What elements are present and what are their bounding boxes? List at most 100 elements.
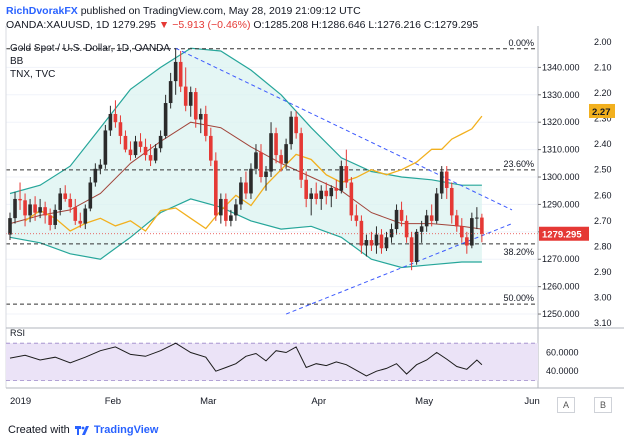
rsi-line <box>9 342 483 377</box>
candle-body <box>414 231 419 262</box>
candle-body <box>259 152 263 178</box>
candle-body <box>193 92 198 120</box>
candle-body <box>309 193 313 199</box>
candle-body <box>374 234 379 246</box>
publisher-line: RichDvorakFX published on TradingView.co… <box>6 5 361 17</box>
candle-body <box>364 240 369 246</box>
tnx-axis: 2.00 2.10 2.20 2.30 2.40 2.50 2.60 2.70 2.80 2.90… <box>594 37 612 328</box>
candle-body <box>339 166 344 191</box>
open-value: O:1285.208 <box>253 19 309 31</box>
candle-body <box>53 209 57 225</box>
log-scale-button[interactable]: B <box>594 397 612 413</box>
candle-body <box>38 207 42 213</box>
chart-area[interactable]: 0.00% 23.60% 38.20% 50.00% 1250.000 1260.000 1… <box>0 26 624 420</box>
bb-fill <box>10 48 482 268</box>
candle-body <box>214 160 218 216</box>
candle-body <box>429 215 434 221</box>
candle-body <box>294 116 298 134</box>
candle-body <box>178 61 183 87</box>
candle-body <box>33 204 37 213</box>
candle-body <box>329 187 334 197</box>
auto-scale-button[interactable]: A <box>557 397 575 413</box>
candle-body <box>209 135 213 161</box>
candle-body <box>143 146 148 156</box>
rsi-pane: RSI 40.0000 60.0000 <box>6 328 579 381</box>
tnx-tick-label: 2.00 <box>594 37 612 47</box>
trend-line-lower <box>285 223 513 315</box>
candle-body <box>133 141 138 156</box>
tradingview-logo-icon <box>74 426 89 436</box>
candle-body <box>369 240 374 246</box>
candle-body <box>475 217 479 219</box>
candle-body <box>158 135 163 149</box>
candle-body <box>234 204 238 216</box>
candle-body <box>424 215 429 227</box>
candle-body <box>63 193 68 199</box>
tnx-tick-label: 3.10 <box>594 318 612 328</box>
time-tick-label: May <box>415 396 433 407</box>
candle-body <box>78 220 83 224</box>
tnx-tick-label: 2.10 <box>594 63 612 73</box>
candle-body <box>138 141 143 147</box>
candle-body <box>359 220 364 246</box>
symbol-line: OANDA:XAUUSD, 1D 1279.295 ▼ −5.913 (−0.4… <box>6 19 478 31</box>
candle-body <box>334 187 339 191</box>
candle-body <box>439 171 444 194</box>
candle-body <box>239 182 243 205</box>
candle-body <box>344 166 349 183</box>
tnx-tick-label: 2.40 <box>594 139 612 149</box>
high-value: H:1286.646 <box>311 19 366 31</box>
price-tick-label: 1320.000 <box>542 117 580 127</box>
candle-body <box>183 86 188 106</box>
time-tick-label: Apr <box>311 396 326 407</box>
footer-credit: Created with TradingView <box>8 424 158 436</box>
candle-body <box>153 148 158 161</box>
legend-tnx: TNX, TVC <box>10 69 56 80</box>
tradingview-brand[interactable]: TradingView <box>93 424 159 436</box>
candle-body <box>168 81 173 104</box>
tnx-tick-label: 2.80 <box>594 241 612 251</box>
last-price: 1279.295 <box>112 19 156 31</box>
trend-line-upper <box>175 47 513 211</box>
tnx-tick-label: 2.60 <box>594 190 612 200</box>
tnx-tick-label: 2.90 <box>594 267 612 277</box>
candle-body <box>73 207 78 221</box>
price-tick-label: 1310.000 <box>542 145 580 155</box>
candle-body <box>68 198 73 208</box>
candle-body <box>118 122 123 136</box>
candle-body <box>379 234 384 249</box>
candle-body <box>13 198 17 219</box>
time-tick-label: Feb <box>105 396 121 407</box>
candle-body <box>219 198 223 216</box>
candlesticks <box>8 48 484 271</box>
candle-body <box>324 190 329 197</box>
low-value: L:1276.216 <box>368 19 421 31</box>
footer: Created with TradingView <box>0 420 624 442</box>
price-tick-label: 1250.000 <box>542 309 580 319</box>
candle-body <box>289 116 293 145</box>
candle-body <box>83 208 88 224</box>
time-tick-label: Mar <box>200 396 216 407</box>
candle-body <box>244 182 248 194</box>
candle-body <box>254 152 258 169</box>
fib-label: 50.00% <box>503 293 534 303</box>
candle-body <box>394 209 399 230</box>
candle-body <box>269 133 273 172</box>
author-link[interactable]: RichDvorakFX <box>6 5 78 17</box>
candle-body <box>460 226 464 238</box>
fib-label: 23.60% <box>503 159 534 169</box>
chart-legend: Gold Spot / U.S. Dollar, 1D, OANDA BB TN… <box>10 42 170 81</box>
time-tick-label: Jun <box>524 396 539 407</box>
candle-body <box>203 113 208 136</box>
candle-body <box>8 218 12 235</box>
candle-body <box>18 198 22 201</box>
bb-upper-band <box>9 47 482 195</box>
candle-body <box>28 204 32 216</box>
candle-body <box>444 171 449 188</box>
price-tick-label: 1300.000 <box>542 172 580 182</box>
price-axis: 1250.0001260.0001270.0001280.0001290.000… <box>538 62 580 319</box>
fib-label: 0.00% <box>508 38 534 48</box>
time-axis: 2019 Feb Mar Apr May Jun <box>10 396 540 407</box>
published-text: published on TradingView.com, May 28, 20… <box>80 5 361 17</box>
candle-body <box>224 198 228 221</box>
